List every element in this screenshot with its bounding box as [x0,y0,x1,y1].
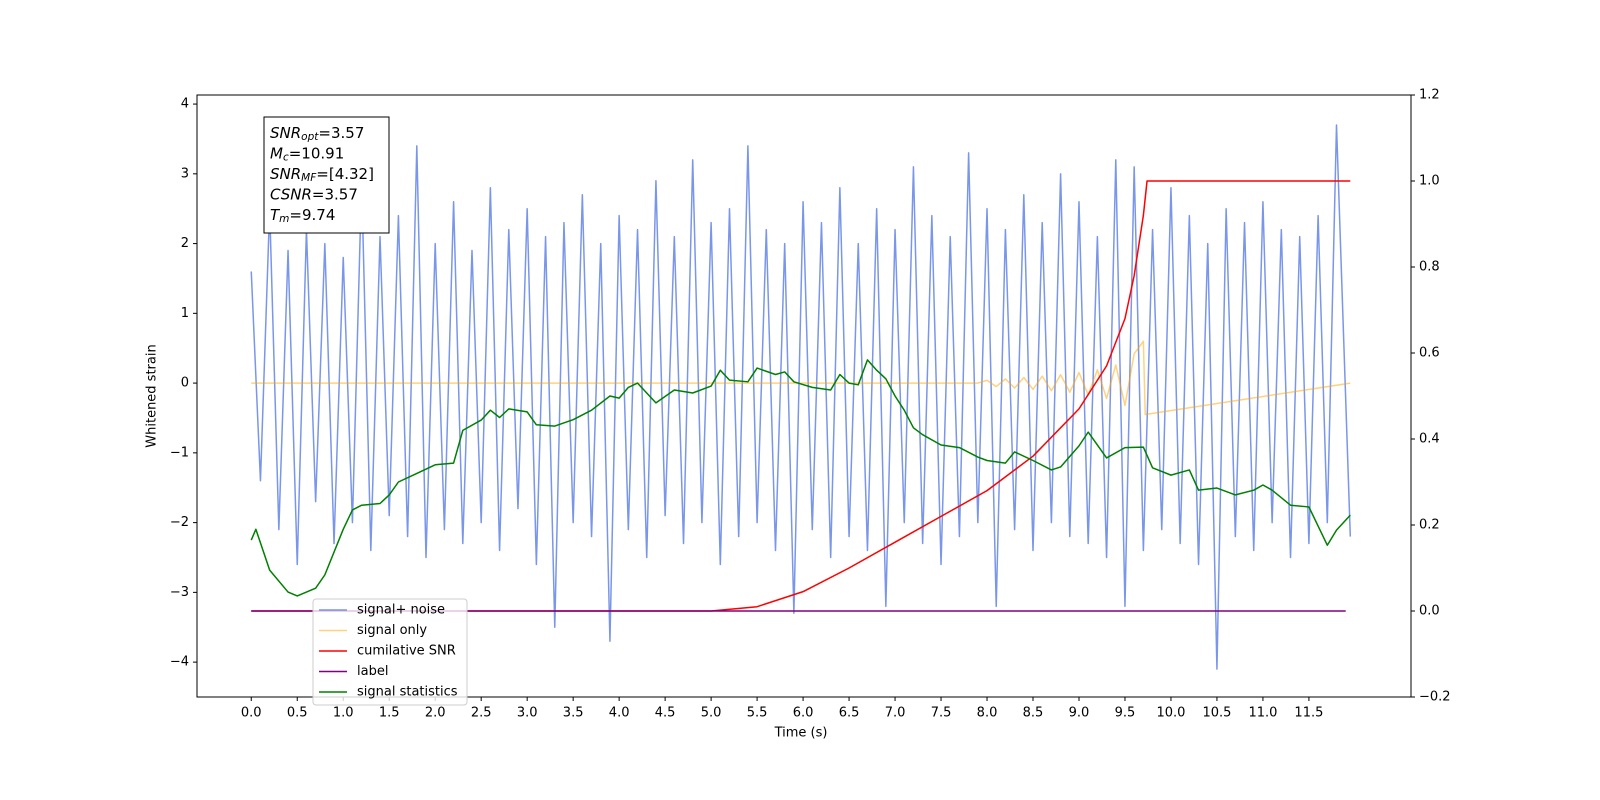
annotation-value: =10.91 [289,144,345,162]
annotation-line: SNRopt=3.57 [270,124,364,144]
x-tick-label: 5.5 [747,706,768,721]
x-tick-label: 8.5 [1023,706,1044,721]
y-tick-label: 3 [181,166,189,181]
y-axis-label: Whitened strain [145,344,160,447]
y-tick-label: 0 [181,376,189,391]
x-tick-label: 4.5 [655,706,676,721]
annotation-line: Mc=10.91 [270,144,344,164]
annotation-value: =3.57 [318,124,364,142]
x-tick-label: 3.5 [563,706,584,721]
x-tick-label: 0.5 [287,706,308,721]
annotation-symbol: SNR [270,124,301,142]
annotation-symbol: T [270,206,281,224]
x-tick-label: 8.0 [977,706,998,721]
x-tick-label: 10.0 [1156,706,1185,721]
x-tick-label: 10.5 [1202,706,1231,721]
x-tick-label: 1.0 [333,706,354,721]
y-tick-label: 4 [181,97,189,112]
annotation-symbol: SNR [270,165,301,183]
y2-tick-label: 0.6 [1419,346,1440,361]
annotation-line: CSNR=3.57 [270,185,358,203]
y-tick-label: −2 [170,515,189,530]
x-tick-label: 7.5 [931,706,952,721]
annotation-symbol: M [270,144,283,162]
annotation-subscript: MF [301,172,317,184]
annotation-value: =3.57 [312,185,358,203]
annotation-value: =[4.32] [316,165,374,183]
annotation-box [263,116,390,234]
y2-tick-label: 0.4 [1419,432,1440,447]
x-tick-label: 5.0 [701,706,722,721]
x-tick-label: 2.5 [471,706,492,721]
x-tick-label: 7.0 [885,706,906,721]
x-tick-label: 2.0 [425,706,446,721]
y-tick-label: −3 [170,585,189,600]
y2-tick-label: 1.2 [1419,88,1440,103]
axes-frame [196,94,1412,698]
annotation-symbol: CSNR [270,185,312,203]
y2-tick-label: 0.0 [1419,604,1440,619]
y2-tick-label: 0.2 [1419,518,1440,533]
legend-label: cumilative SNR [357,644,456,659]
series-line [250,359,1351,597]
x-tick-label: 6.0 [793,706,814,721]
legend-label: signal only [357,623,427,638]
annotation-line: SNRMF=[4.32] [270,165,374,185]
x-tick-label: 11.5 [1294,706,1323,721]
series-line [251,340,1351,416]
x-tick-label: 6.5 [839,706,860,721]
x-tick-label: 9.5 [1115,706,1136,721]
y-tick-label: 2 [181,236,189,251]
y2-tick-label: −0.2 [1419,690,1451,705]
annotation-value: =9.74 [289,206,335,224]
x-axis-label: Time (s) [774,726,828,741]
legend-box [312,598,468,706]
legend-label: signal+ noise [357,603,445,618]
y-tick-label: −4 [170,655,189,670]
series-line [251,180,1351,612]
x-tick-label: 0.0 [241,706,262,721]
annotation-subscript: c [283,152,289,164]
annotation-subscript: m [279,213,289,225]
y-tick-label: 1 [181,306,189,321]
legend-label: label [357,664,388,679]
x-tick-label: 9.0 [1069,706,1090,721]
x-tick-label: 1.5 [379,706,400,721]
y-tick-label: −1 [170,445,189,460]
x-tick-label: 11.0 [1248,706,1277,721]
y2-tick-label: 1.0 [1419,174,1440,189]
annotation-subscript: opt [301,131,319,143]
x-tick-label: 3.0 [517,706,538,721]
legend-label: signal statistics [357,685,458,700]
annotation-line: Tm=9.74 [270,206,335,226]
y2-tick-label: 0.8 [1419,260,1440,275]
x-tick-label: 4.0 [609,706,630,721]
